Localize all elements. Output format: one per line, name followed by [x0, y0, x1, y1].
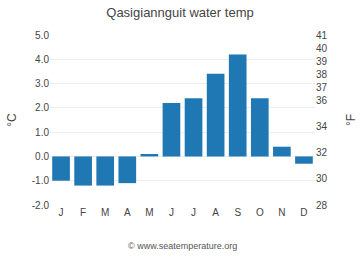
svg-text:5.0: 5.0	[35, 30, 49, 41]
svg-text:A: A	[124, 207, 131, 218]
svg-text:-2.0: -2.0	[32, 200, 50, 211]
svg-text:38: 38	[316, 69, 328, 80]
svg-text:°C: °C	[5, 113, 19, 127]
svg-text:N: N	[278, 207, 285, 218]
svg-text:D: D	[300, 207, 307, 218]
svg-text:O: O	[256, 207, 264, 218]
svg-text:°F: °F	[344, 114, 358, 126]
svg-text:A: A	[212, 207, 219, 218]
svg-text:36: 36	[316, 95, 328, 106]
svg-text:39: 39	[316, 56, 328, 67]
svg-text:3.0: 3.0	[35, 78, 49, 89]
svg-text:0.0: 0.0	[35, 151, 49, 162]
svg-text:30: 30	[316, 173, 328, 184]
svg-text:34: 34	[316, 121, 328, 132]
svg-text:32: 32	[316, 147, 328, 158]
svg-text:40: 40	[316, 43, 328, 54]
svg-text:J: J	[59, 207, 64, 218]
svg-text:Qasigiannguit water temp: Qasigiannguit water temp	[106, 5, 253, 20]
svg-text:37: 37	[316, 82, 328, 93]
svg-text:F: F	[80, 207, 86, 218]
svg-text:41: 41	[316, 30, 328, 41]
svg-text:© www.seatemperature.org: © www.seatemperature.org	[128, 241, 237, 251]
svg-text:J: J	[169, 207, 174, 218]
svg-text:-1.0: -1.0	[32, 175, 50, 186]
svg-text:M: M	[101, 207, 109, 218]
svg-text:S: S	[234, 207, 241, 218]
svg-text:M: M	[145, 207, 153, 218]
svg-text:2.0: 2.0	[35, 102, 49, 113]
svg-text:4.0: 4.0	[35, 54, 49, 65]
svg-text:1.0: 1.0	[35, 127, 49, 138]
svg-text:J: J	[191, 207, 196, 218]
svg-text:28: 28	[316, 200, 328, 211]
